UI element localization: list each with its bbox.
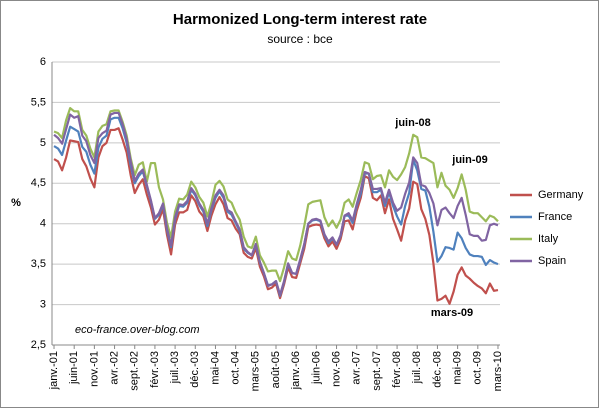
x-tick-label: mars-10 xyxy=(492,351,504,391)
x-tick-label: nov.-01 xyxy=(88,351,100,387)
y-tick-label: 2,5 xyxy=(31,339,46,351)
legend-label: Germany xyxy=(538,189,584,201)
annotation: juin-09 xyxy=(451,154,487,166)
x-tick-label: mai-09 xyxy=(452,351,464,385)
y-tick-label: 3,5 xyxy=(31,258,46,270)
y-tick-label: 4,5 xyxy=(31,177,46,189)
x-tick-label: sept.-02 xyxy=(129,351,141,391)
x-tick-label: sept.-07 xyxy=(371,351,383,391)
x-tick-label: oct.-04 xyxy=(230,351,242,385)
x-tick-label: mai-04 xyxy=(209,351,221,385)
chart-title: Harmonized Long-term interest rate xyxy=(173,11,427,28)
x-tick-label: juil.-08 xyxy=(411,351,423,384)
y-tick-label: 3 xyxy=(40,298,46,310)
x-tick-label: août-05 xyxy=(270,351,282,388)
y-tick-label: 4 xyxy=(40,218,46,230)
x-tick-label: nov.-06 xyxy=(330,351,342,387)
y-tick-label: 5,5 xyxy=(31,96,46,108)
legend-label: Spain xyxy=(538,255,566,267)
x-tick-label: janv.-06 xyxy=(290,351,302,390)
x-tick-label: févr.-03 xyxy=(149,351,161,388)
y-tick-label: 6 xyxy=(40,56,46,68)
series-line xyxy=(53,111,499,296)
x-tick-label: févr.-08 xyxy=(391,351,403,388)
legend-label: Italy xyxy=(538,233,559,245)
legend-label: France xyxy=(538,211,572,223)
annotation: mars-09 xyxy=(431,307,473,319)
chart-subtitle: source : bce xyxy=(267,32,333,46)
x-tick-label: janv.-01 xyxy=(48,351,60,390)
x-tick-label: déc.-08 xyxy=(431,351,443,388)
y-tick-label: 5 xyxy=(40,137,46,149)
x-tick-label: juin-06 xyxy=(310,351,322,385)
x-tick-label: avr.-07 xyxy=(351,351,363,385)
x-tick-label: juin-01 xyxy=(68,351,80,385)
x-tick-label: mars-05 xyxy=(250,351,262,391)
annotation: eco-france.over-blog.com xyxy=(75,324,200,336)
x-tick-label: avr.-02 xyxy=(108,351,120,385)
x-tick-label: juil.-03 xyxy=(169,351,181,384)
x-tick-label: oct.-09 xyxy=(472,351,484,385)
y-axis-label: % xyxy=(11,197,21,209)
x-tick-label: déc.-03 xyxy=(189,351,201,388)
annotation: juin-08 xyxy=(394,117,430,129)
